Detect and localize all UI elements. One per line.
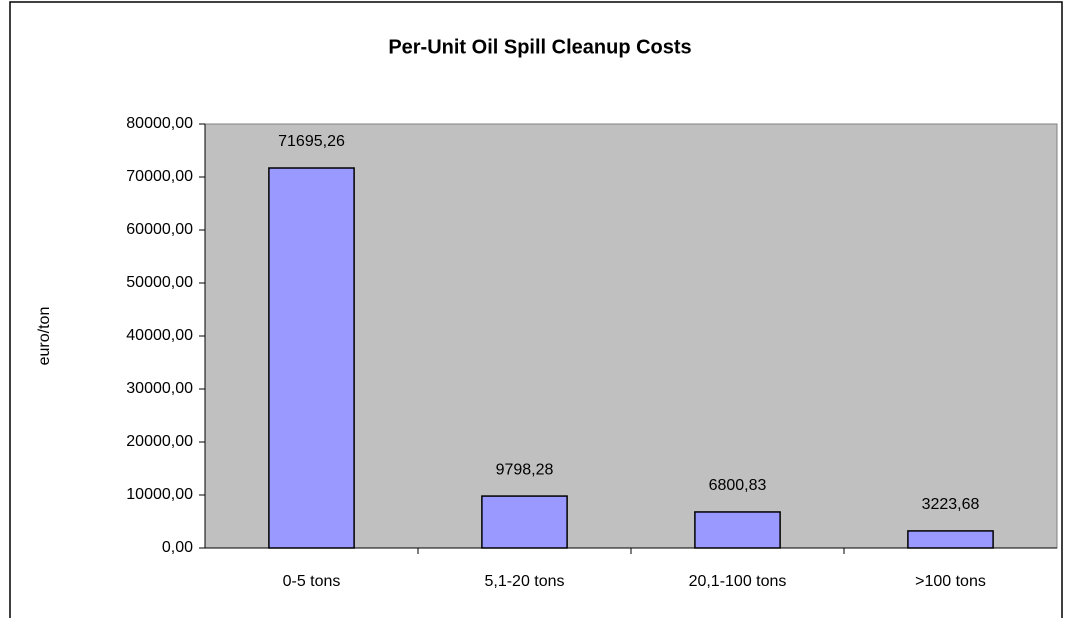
y-tick-label: 70000,00	[126, 168, 193, 185]
y-tick-label: 30000,00	[126, 380, 193, 397]
y-tick-label: 50000,00	[126, 274, 193, 291]
x-tick-label: 0-5 tons	[283, 573, 341, 590]
y-tick-label: 80000,00	[126, 115, 193, 132]
bar	[907, 530, 994, 549]
bar	[481, 495, 568, 549]
value-label: 9798,28	[496, 461, 554, 478]
x-tick-label: 20,1-100 tons	[689, 573, 787, 590]
chart-title: Per-Unit Oil Spill Cleanup Costs	[388, 36, 691, 58]
x-tick-label: >100 tons	[915, 573, 986, 590]
y-tick-label: 0,00	[162, 539, 193, 556]
y-tick-label: 60000,00	[126, 221, 193, 238]
bar	[268, 167, 355, 549]
value-label: 6800,83	[709, 477, 767, 494]
chart-border	[9, 1, 1063, 618]
y-tick-label: 40000,00	[126, 327, 193, 344]
value-label: 71695,26	[278, 133, 345, 150]
bar	[694, 511, 781, 549]
y-tick-label: 20000,00	[126, 433, 193, 450]
y-tick-label: 10000,00	[126, 486, 193, 503]
y-axis-label: euro/ton	[36, 307, 53, 366]
x-tick-label: 5,1-20 tons	[484, 573, 564, 590]
value-label: 3223,68	[922, 496, 980, 513]
